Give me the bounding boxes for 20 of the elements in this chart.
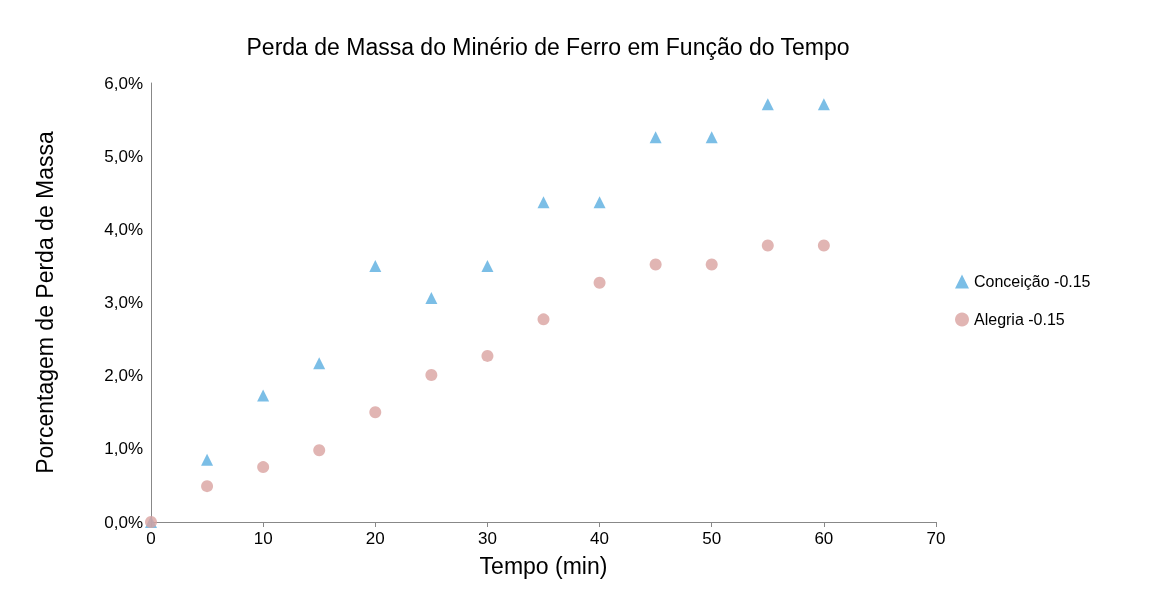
y-tick-label: 2,0% xyxy=(104,366,143,386)
x-tick-label: 0 xyxy=(146,529,156,548)
y-axis-title: Porcentagem de Perda de Massa xyxy=(31,130,58,474)
legend-label: Conceição -0.15 xyxy=(974,273,1091,290)
y-tick-label: 0,0% xyxy=(104,512,143,532)
x-tick-label: 10 xyxy=(253,529,273,548)
y-tick-label: 4,0% xyxy=(104,219,143,239)
legend-label: Alegria -0.15 xyxy=(974,311,1065,328)
x-tick-label: 70 xyxy=(926,529,946,548)
x-tick-label: 40 xyxy=(590,529,610,548)
x-tick-label: 50 xyxy=(702,529,722,548)
x-tick-label: 20 xyxy=(365,529,385,548)
y-tick-label: 5,0% xyxy=(104,146,143,166)
y-tick-label: 6,0% xyxy=(104,73,143,93)
y-tick-label: 1,0% xyxy=(104,439,143,459)
chart-title: Perda de Massa do Minério de Ferro em Função do Tempo xyxy=(246,33,850,60)
x-tick-label: 30 xyxy=(477,529,497,548)
y-tick-label: 3,0% xyxy=(104,293,143,312)
x-tick-label: 60 xyxy=(814,529,834,548)
x-axis-title: Tempo (min) xyxy=(479,552,608,579)
